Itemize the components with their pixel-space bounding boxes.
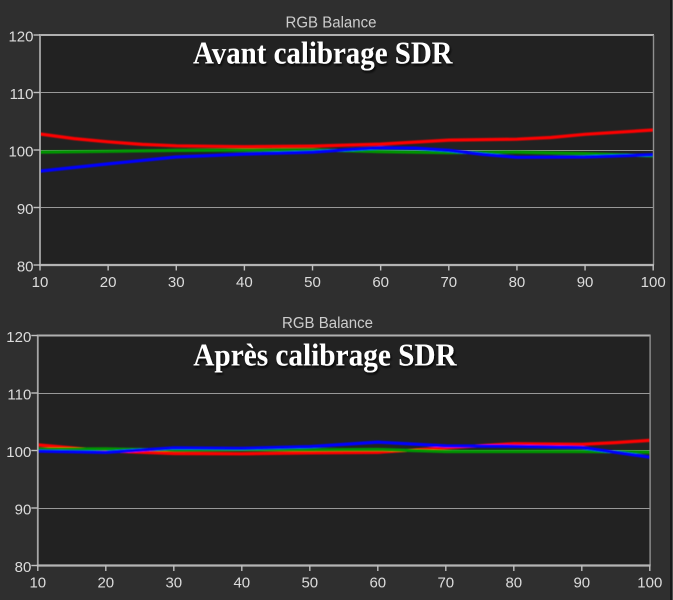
svg-text:80: 80 (509, 274, 526, 291)
svg-text:Avant calibrage SDR: Avant calibrage SDR (193, 34, 453, 70)
svg-text:20: 20 (100, 274, 117, 291)
svg-text:RGB Balance: RGB Balance (286, 15, 377, 32)
svg-text:90: 90 (573, 575, 590, 592)
svg-text:110: 110 (10, 86, 34, 103)
svg-text:70: 70 (440, 274, 457, 291)
svg-text:90: 90 (577, 274, 594, 291)
svg-text:100: 100 (6, 444, 31, 461)
svg-text:10: 10 (29, 575, 46, 592)
svg-text:30: 30 (165, 575, 182, 592)
svg-text:60: 60 (369, 575, 386, 592)
svg-text:110: 110 (7, 386, 31, 403)
svg-text:50: 50 (304, 274, 321, 291)
svg-text:120: 120 (8, 28, 33, 45)
svg-text:100: 100 (8, 143, 33, 160)
svg-text:90: 90 (15, 501, 32, 518)
svg-text:100: 100 (637, 575, 662, 592)
svg-text:40: 40 (233, 575, 250, 592)
svg-text:90: 90 (17, 201, 34, 218)
svg-text:10: 10 (32, 274, 49, 291)
svg-text:20: 20 (97, 575, 114, 592)
svg-text:100: 100 (641, 274, 666, 291)
svg-text:RGB Balance: RGB Balance (282, 315, 373, 332)
svg-text:80: 80 (15, 559, 32, 576)
svg-text:30: 30 (168, 274, 185, 291)
svg-text:80: 80 (17, 258, 34, 275)
svg-text:40: 40 (236, 274, 253, 291)
svg-text:70: 70 (437, 575, 454, 592)
svg-text:80: 80 (505, 575, 522, 592)
svg-text:120: 120 (6, 329, 31, 346)
svg-text:60: 60 (372, 274, 389, 291)
svg-text:50: 50 (301, 575, 318, 592)
svg-text:Après calibrage SDR: Après calibrage SDR (193, 336, 457, 372)
